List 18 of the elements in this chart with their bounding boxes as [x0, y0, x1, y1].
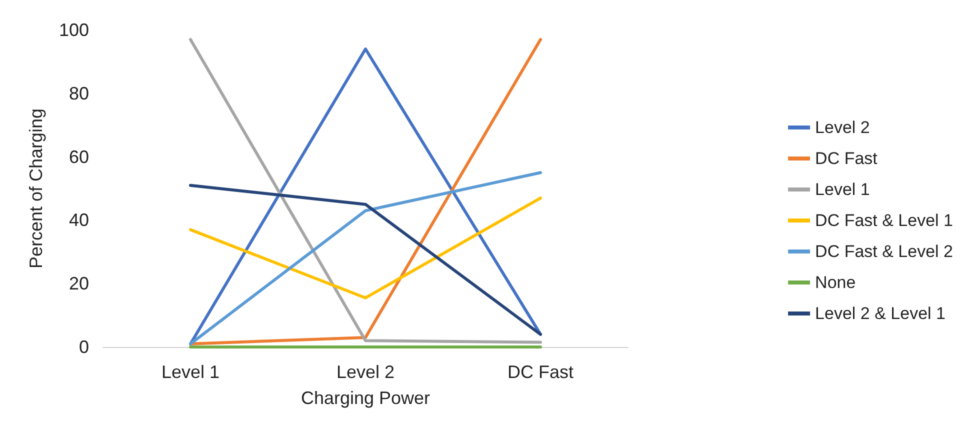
- y-tick-label: 60: [68, 146, 89, 167]
- x-tick-label: Level 2: [336, 362, 395, 382]
- y-tick-label: 20: [68, 274, 89, 294]
- x-axis-title: Charging Power: [300, 388, 430, 408]
- y-tick-label: 40: [68, 210, 89, 230]
- y-axis-title: Percent of Charging: [26, 108, 46, 269]
- legend-label: None: [815, 273, 856, 292]
- legend-label: DC Fast: [815, 149, 878, 168]
- legend-label: DC Fast & Level 1: [815, 211, 954, 230]
- legend-label: Level 2 & Level 1: [815, 304, 946, 323]
- legend-label: DC Fast & Level 2: [815, 242, 954, 261]
- x-tick-label: Level 1: [161, 362, 220, 382]
- y-tick-label: 100: [58, 20, 89, 40]
- legend-label: Level 1: [815, 180, 870, 199]
- y-tick-label: 0: [78, 337, 89, 357]
- y-tick-label: 80: [68, 83, 89, 104]
- legend-label: Level 2: [815, 118, 870, 137]
- x-tick-label: DC Fast: [507, 362, 574, 382]
